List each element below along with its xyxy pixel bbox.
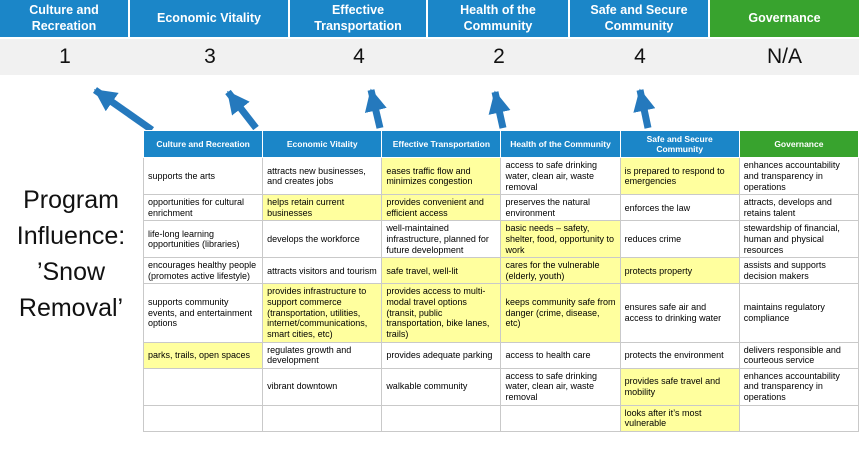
score-culture-and-recreation: 1 [59,45,71,68]
table-cell: safe travel, well-lit [381,257,502,285]
table-cell: attracts new businesses, and creates job… [262,157,383,196]
table-cell [142,404,264,432]
table-cell: assists and supports decision makers [738,257,859,285]
table-cell [381,404,502,432]
column-header-effective-transportation: Effective Transportation [381,129,502,159]
table-row: supports the arts attracts new businesses… [142,157,859,196]
table-cell: enhances accountability and transparency… [738,367,859,406]
column-header-health-of-the-community: Health of the Community [500,129,621,159]
arrow-up-icon [225,89,259,131]
column-header-safe-and-secure-community: Safe and Secure Community [619,129,740,159]
arrow-up-icon [488,90,511,129]
influence-arrows [92,87,656,132]
table-row: vibrant downtown walkable community access… [142,367,859,406]
table-cell: access to safe drinking water, clean air… [500,157,621,196]
table-cell: walkable community [381,367,502,406]
table-cell: reduces crime [619,220,740,259]
table-cell: provides infrastructure to support comme… [262,283,383,343]
table-cell: well-maintained infrastructure, planned … [381,220,502,259]
arrow-up-icon [364,88,387,129]
table-cell [142,367,264,406]
table-cell [738,404,859,432]
table-cell: ensures safe air and access to drinking … [619,283,740,343]
table-cell: attracts visitors and tourism [262,257,383,285]
table-cell: stewardship of financial, human and phys… [738,220,859,259]
table-cell [262,404,383,432]
table-row: parks, trails, open spaces regulates grow… [142,341,859,369]
column-header-culture-and-recreation: Culture and Recreation [142,129,264,159]
table-cell: attracts, develops and retains talent [738,194,859,222]
table-cell: life-long learning opportunities (librar… [142,220,264,259]
column-header-economic-vitality: Economic Vitality [262,129,383,159]
arrow-up-icon [92,87,155,132]
table-cell: basic needs – safety, shelter, food, opp… [500,220,621,259]
table-cell: opportunities for cultural enrichment [142,194,264,222]
table-cell: develops the workforce [262,220,383,259]
table-cell: maintains regulatory compliance [738,283,859,343]
table-row: encourages healthy people (promotes acti… [142,257,859,285]
table-cell: provides safe travel and mobility [619,367,740,406]
arrow-up-icon [633,88,656,129]
table-cell: protects property [619,257,740,285]
scoreboard-header-economic-vitality: Economic Vitality [130,0,290,37]
score-effective-transportation: 4 [353,45,365,68]
table-cell: provides convenient and efficient access [381,194,502,222]
table-cell: protects the environment [619,341,740,369]
score-economic-vitality: 3 [204,45,216,68]
scoreboard-score-row: 1 3 4 2 4 N/A [0,39,859,75]
table-row: supports community events, and entertain… [142,283,859,343]
table-cell: eases traffic flow and minimizes congest… [381,157,502,196]
table-cell: enhances accountability and transparency… [738,157,859,196]
scoreboard-header-health-of-the-community: Health of the Community [428,0,570,37]
scoreboard-header-safe-and-secure-community: Safe and Secure Community [570,0,710,37]
scoreboard-header-governance: Governance [710,0,859,37]
table-cell: cares for the vulnerable (elderly, youth… [500,257,621,285]
table-row: life-long learning opportunities (librar… [142,220,859,259]
table-cell: vibrant downtown [262,367,383,406]
table-cell: parks, trails, open spaces [142,341,264,369]
influence-table: Culture and Recreation Economic Vitality E… [142,129,859,432]
table-cell [500,404,621,432]
table-cell: regulates growth and development [262,341,383,369]
scoreboard-header-row: Culture and Recreation Economic Vitality… [0,0,859,37]
table-cell: preserves the natural environment [500,194,621,222]
table-row: looks after it’s most vulnerable [142,404,859,432]
table-cell: is prepared to respond to emergencies [619,157,740,196]
scoreboard-header-effective-transportation: Effective Transportation [290,0,428,37]
table-cell: encourages healthy people (promotes acti… [142,257,264,285]
table-cell: provides adequate parking [381,341,502,369]
table-header-row: Culture and Recreation Economic Vitality E… [142,129,859,159]
column-header-governance: Governance [738,129,859,159]
table-row: opportunities for cultural enrichment hel… [142,194,859,222]
table-cell: delivers responsible and courteous servi… [738,341,859,369]
table-cell: looks after it’s most vulnerable [619,404,740,432]
table-cell: keeps community safe from danger (crime,… [500,283,621,343]
table-cell: access to health care [500,341,621,369]
score-governance: N/A [766,45,802,68]
table-cell: helps retain current businesses [262,194,383,222]
page-title: Program Influence: ’Snow Removal’ [16,186,126,322]
table-cell: supports community events, and entertain… [142,283,264,343]
table-cell: access to safe drinking water, clean air… [500,367,621,406]
scoreboard-header-culture-and-recreation: Culture and Recreation [0,0,130,37]
score-health-of-the-community: 2 [493,45,505,68]
score-safe-and-secure-community: 4 [634,45,646,68]
table-cell: supports the arts [142,157,264,196]
table-cell: provides access to multi-modal travel op… [381,283,502,343]
table-cell: enforces the law [619,194,740,222]
